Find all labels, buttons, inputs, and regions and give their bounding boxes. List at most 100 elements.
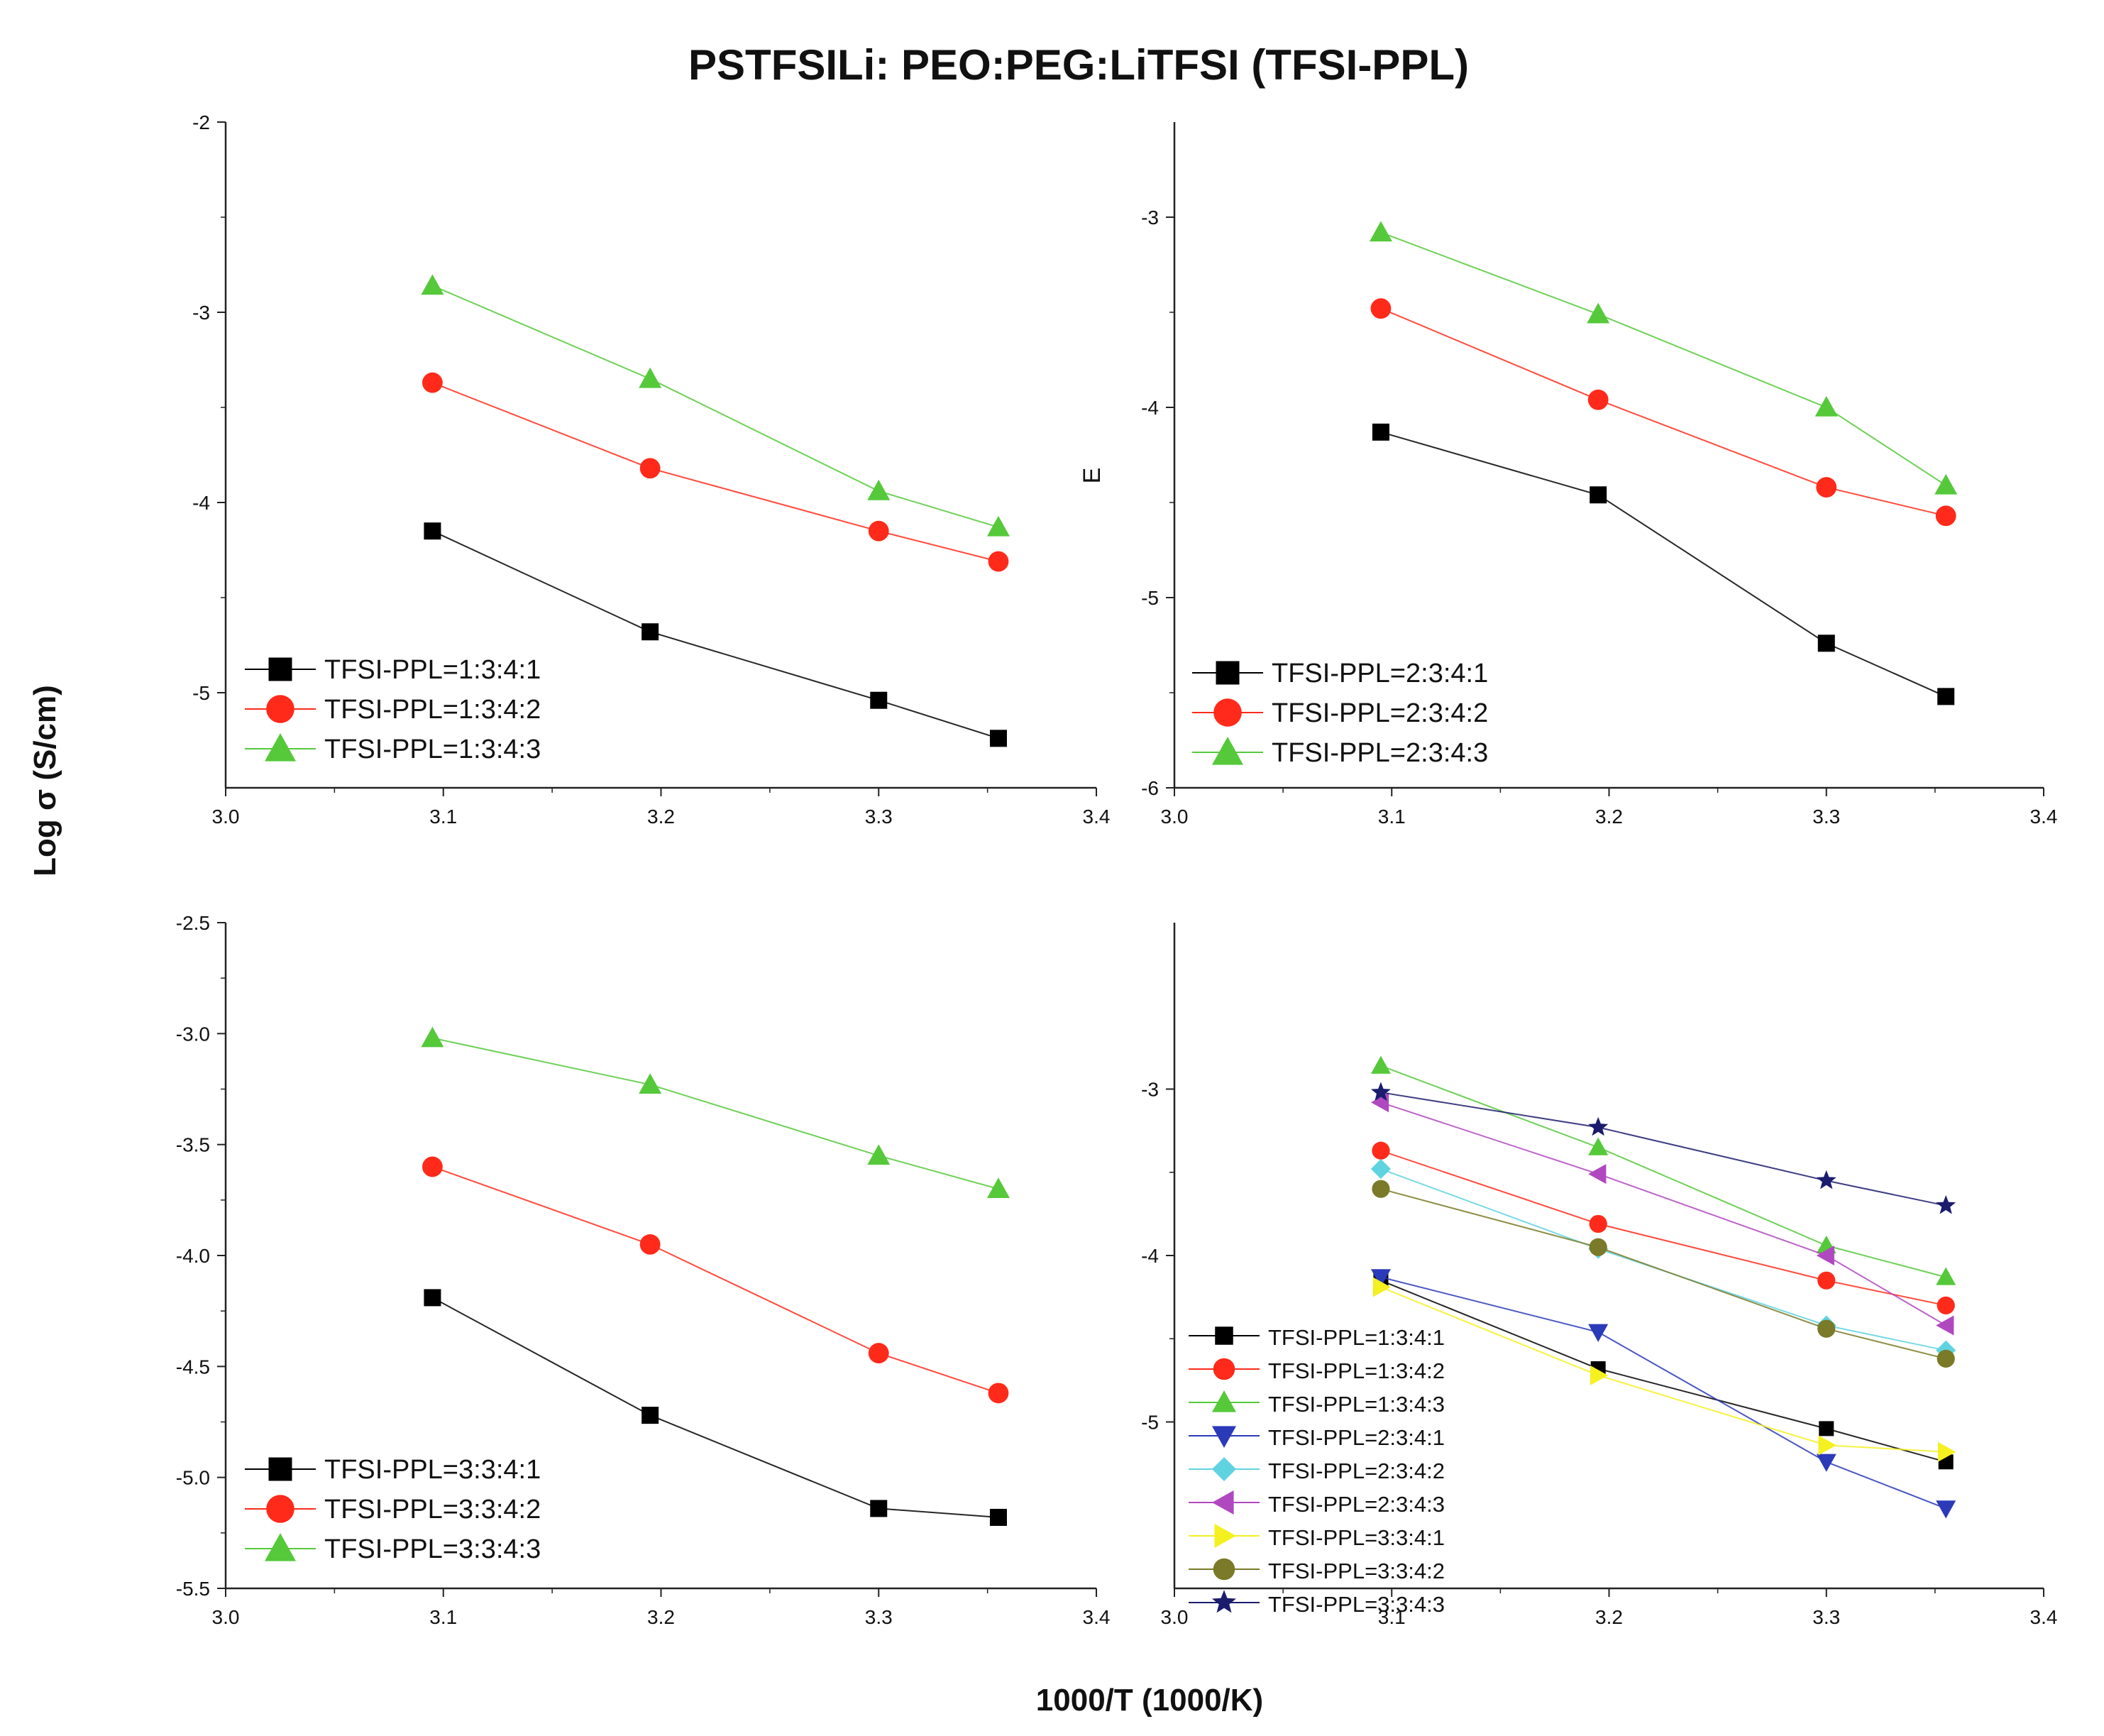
legend-label: TFSI-PPL=3:3:4:1 <box>324 1455 541 1485</box>
x-tick-label: 3.3 <box>865 1606 893 1628</box>
data-point <box>1934 473 1958 495</box>
axis-annotation-text: E <box>1079 468 1106 484</box>
data-point <box>1588 1164 1607 1185</box>
x-tick-label: 3.1 <box>1378 806 1406 828</box>
x-tick-label: 3.1 <box>429 1606 457 1628</box>
x-tick-label: 3.1 <box>429 806 457 828</box>
data-point <box>988 551 1009 572</box>
data-point <box>1369 221 1392 242</box>
data-point <box>1587 302 1610 324</box>
y-tick-label: -2 <box>192 111 210 133</box>
data-point <box>1588 1324 1609 1342</box>
legend-label: TFSI-PPL=2:3:4:2 <box>1268 1458 1445 1483</box>
series-line <box>1380 1286 1946 1453</box>
legend-marker <box>1213 1558 1235 1581</box>
data-point <box>639 367 662 388</box>
data-point <box>870 1500 888 1517</box>
data-point <box>1370 298 1392 319</box>
series-line <box>1380 231 1946 486</box>
y-tick-label: -3.5 <box>176 1134 210 1156</box>
data-point <box>868 1343 889 1363</box>
x-tick-label: 3.2 <box>647 806 675 828</box>
legend-marker <box>1212 1490 1234 1515</box>
data-point <box>641 623 659 641</box>
legend-label: TFSI-PPL=1:3:4:1 <box>1268 1325 1445 1350</box>
legend-label: TFSI-PPL=2:3:4:1 <box>1272 659 1488 688</box>
y-tick-label: -4.0 <box>176 1245 210 1267</box>
data-point <box>639 1234 661 1255</box>
figure-title: PSTFSILi: PEO:PEG:LiTFSI (TFSI-PPL) <box>688 41 1469 89</box>
legend-label: TFSI-PPL=2:3:4:3 <box>1268 1492 1445 1517</box>
data-point <box>989 1508 1007 1526</box>
series-line <box>1380 1276 1946 1510</box>
data-point <box>1370 1269 1391 1287</box>
data-point <box>1816 1454 1836 1472</box>
data-point <box>1936 1315 1954 1336</box>
legend-marker <box>266 1495 294 1523</box>
legend-marker <box>265 733 296 762</box>
series-line <box>1380 1065 1946 1278</box>
legend-marker <box>1213 698 1242 727</box>
x-tick-label: 3.2 <box>647 1606 675 1628</box>
data-point <box>1371 1082 1391 1102</box>
series-line <box>432 285 999 528</box>
data-point <box>1372 423 1389 441</box>
y-tick-label: -5.0 <box>176 1467 210 1489</box>
series-line <box>1380 1102 1946 1326</box>
data-point <box>989 730 1007 747</box>
legend-marker <box>268 1457 292 1481</box>
data-point <box>639 458 661 479</box>
data-point <box>988 1383 1009 1404</box>
legend-marker <box>1213 1358 1235 1380</box>
y-tick-label: -5.5 <box>176 1578 210 1600</box>
data-point <box>1817 634 1835 652</box>
data-point <box>1370 1159 1391 1180</box>
data-point <box>986 1177 1010 1198</box>
data-point <box>1935 505 1956 527</box>
series-line <box>1380 431 1946 698</box>
legend-marker <box>1212 1426 1236 1448</box>
panel-bottom-right: 3.0 3.1 3.2 3.3 3.4 -3 -4 -5 TFSI-PPL=1:3:4:1 TFS… <box>1141 923 2057 1628</box>
x-tick-label: 3.4 <box>1083 1606 1111 1628</box>
legend-label: TFSI-PPL=3:3:4:3 <box>1268 1592 1445 1617</box>
series-line <box>432 382 999 563</box>
y-tick-label: -3 <box>1141 1079 1159 1101</box>
y-tick-label: -4 <box>1141 397 1159 419</box>
data-point <box>1814 396 1838 417</box>
legend-label: TFSI-PPL=1:3:4:1 <box>324 655 541 685</box>
y-tick-label: -5 <box>192 682 210 704</box>
data-point <box>870 691 888 709</box>
series-line <box>1380 1280 1946 1463</box>
x-tick-label: 3.2 <box>1595 1606 1623 1628</box>
data-point <box>1937 1441 1956 1462</box>
data-point <box>1936 1267 1956 1285</box>
data-point <box>1588 1116 1609 1136</box>
series-line <box>1380 1150 1946 1307</box>
x-tick-label: 3.3 <box>1812 1606 1840 1628</box>
series-line <box>431 1297 999 1518</box>
legend-label: TFSI-PPL=2:3:4:3 <box>1272 738 1488 768</box>
legend-marker <box>265 1533 296 1561</box>
legend-label: TFSI-PPL=1:3:4:3 <box>324 735 541 764</box>
data-point <box>1589 1238 1607 1256</box>
data-point <box>1937 1296 1955 1314</box>
data-point <box>1936 1195 1956 1214</box>
data-point <box>1372 1141 1390 1160</box>
series-line <box>432 1165 999 1394</box>
y-tick-label: -3 <box>192 302 210 324</box>
data-point <box>1937 1349 1955 1368</box>
data-point <box>1819 1421 1834 1436</box>
data-point <box>422 372 443 393</box>
legend-label: TFSI-PPL=3:3:4:3 <box>324 1534 541 1564</box>
x-tick-label: 3.0 <box>1161 1606 1189 1628</box>
data-point <box>1589 1214 1607 1234</box>
x-axis-label: 1000/T (1000/K) <box>1036 1683 1263 1718</box>
x-tick-label: 3.1 <box>1378 1606 1406 1628</box>
legend-label: TFSI-PPL=1:3:4:2 <box>1268 1358 1445 1383</box>
data-point <box>1817 1271 1836 1290</box>
legend-label: TFSI-PPL=3:3:4:2 <box>1268 1559 1445 1583</box>
data-point <box>1590 1365 1609 1385</box>
data-point <box>641 1407 659 1424</box>
series-line <box>432 1037 999 1190</box>
